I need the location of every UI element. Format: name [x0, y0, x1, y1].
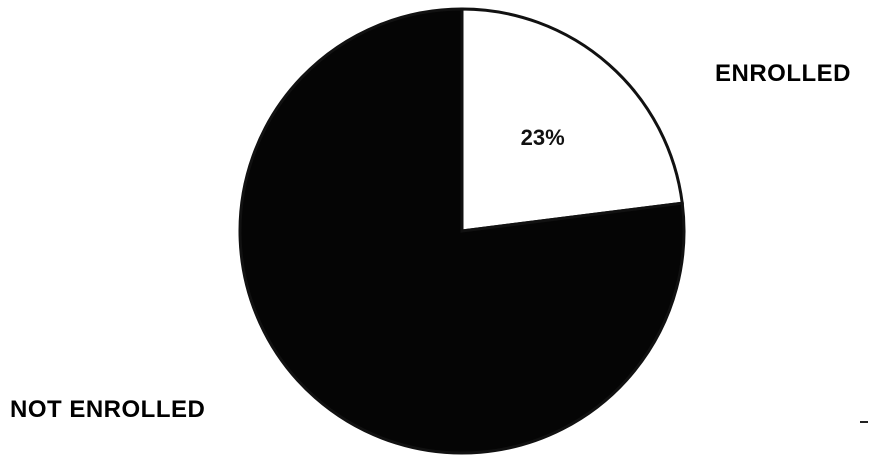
stray-mark	[860, 421, 868, 423]
legend-label-enrolled: ENROLLED	[715, 60, 851, 88]
pie-slice-enrolled	[462, 9, 682, 231]
pie-slice-value-label: 23%	[521, 125, 565, 150]
legend-label-not-enrolled: NOT ENROLLED	[10, 396, 205, 424]
pie-slice-labels: 23%	[521, 125, 565, 150]
pie-slices	[240, 9, 684, 453]
